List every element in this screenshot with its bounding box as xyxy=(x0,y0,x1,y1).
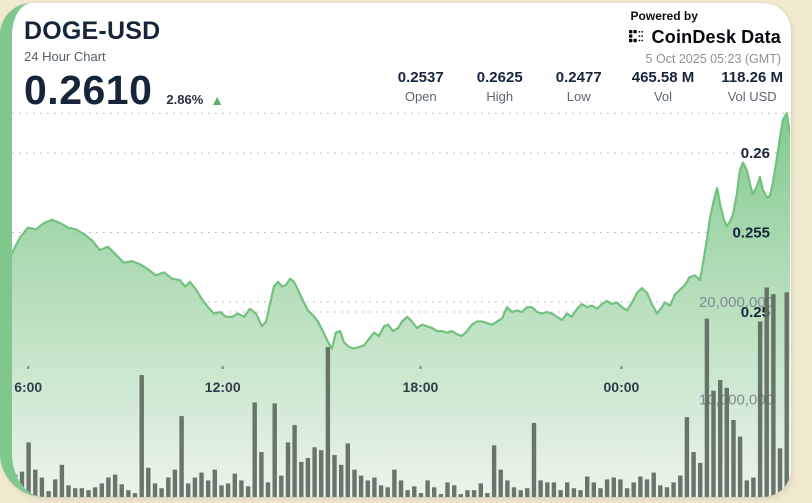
price-row: 0.2610 2.86% ▲ xyxy=(24,67,224,113)
stat-vol-label: Vol xyxy=(653,89,673,104)
brand-data: Data xyxy=(741,27,781,47)
coindesk-data-logo[interactable]: CoinDesk Data xyxy=(628,27,781,48)
stat-vol: 465.58 M Vol xyxy=(632,69,695,104)
stat-low-value: 0.2477 xyxy=(555,69,602,86)
stat-low-label: Low xyxy=(566,89,591,104)
stats-row: 0.2537 Open 0.2625 High 0.2477 Low 465.5… xyxy=(395,69,783,104)
brand-coindesk: CoinDesk xyxy=(651,27,737,47)
stat-high-label: High xyxy=(486,89,514,104)
brand-name: CoinDesk Data xyxy=(652,27,781,48)
svg-text:0.25: 0.25 xyxy=(741,304,770,321)
up-arrow-icon: ▲ xyxy=(210,91,225,108)
svg-text:0.26: 0.26 xyxy=(741,145,770,162)
svg-text:6:00: 6:00 xyxy=(14,379,42,395)
stat-vol-usd-label: Vol USD xyxy=(727,89,777,104)
price-change: 2.86% ▲ xyxy=(166,92,224,107)
stat-open: 0.2537 Open xyxy=(395,69,447,104)
svg-text:0.255: 0.255 xyxy=(732,225,770,242)
stat-high-value: 0.2625 xyxy=(476,69,523,86)
change-percent: 2.86% xyxy=(166,92,204,107)
stat-open-label: Open xyxy=(404,89,437,104)
coindesk-logo-icon xyxy=(628,30,643,43)
chart-subtitle: 24 Hour Chart xyxy=(24,49,106,64)
stat-vol-usd: 118.26 M Vol USD xyxy=(721,69,783,104)
branding-block: Powered by CoinDesk Data 5 O xyxy=(628,9,781,66)
symbol-title: DOGE-USD xyxy=(24,17,161,45)
stat-low: 0.2477 Low xyxy=(553,69,605,104)
svg-text:10,000,000: 10,000,000 xyxy=(699,392,774,409)
stat-open-value: 0.2537 xyxy=(397,69,444,86)
current-price: 0.2610 xyxy=(24,67,153,113)
timestamp: 5 Oct 2025 05:23 (GMT) xyxy=(645,52,781,66)
stat-high: 0.2625 High xyxy=(474,69,526,104)
svg-text:20,000,000: 20,000,000 xyxy=(699,294,774,311)
powered-by-label: Powered by xyxy=(630,9,698,23)
stat-vol-value: 465.58 M xyxy=(631,69,695,86)
doge-usd-chart-card: 0.26 0.255 0.25 20,000,000 10,000,000 6:00 12:… xyxy=(0,3,791,497)
svg-text:18:00: 18:00 xyxy=(403,379,439,395)
chart-header: DOGE-USD 24 Hour Chart 0.2610 2.86% ▲ xyxy=(24,17,224,113)
svg-text:00:00: 00:00 xyxy=(604,379,640,395)
svg-text:12:00: 12:00 xyxy=(205,379,241,395)
stat-vol-usd-value: 118.26 M xyxy=(721,69,783,86)
